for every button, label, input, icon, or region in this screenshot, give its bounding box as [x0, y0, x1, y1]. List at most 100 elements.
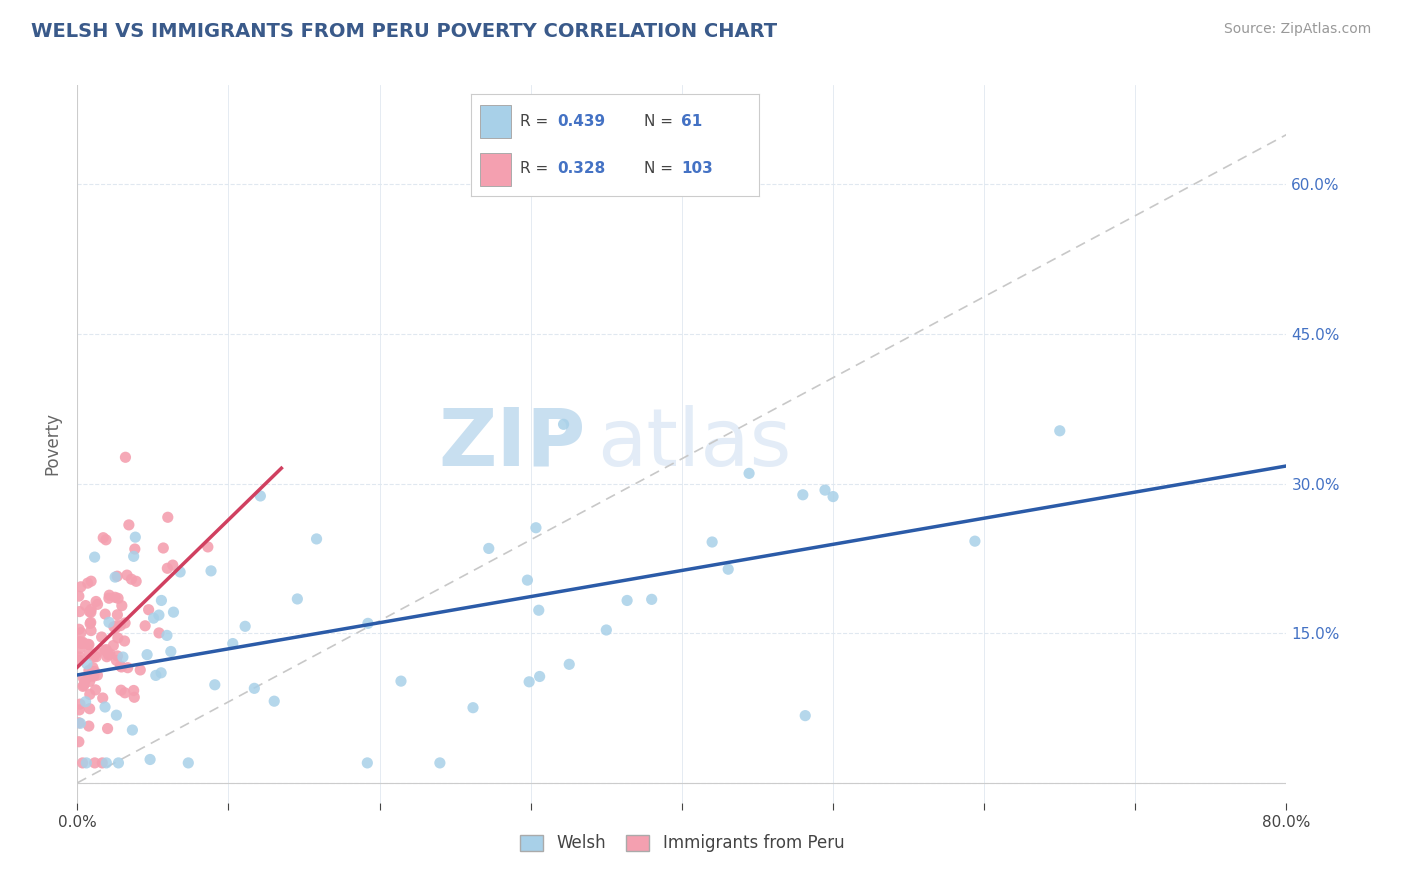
Point	[461, 700, 484, 714]
Point	[67, 649, 90, 664]
Point	[125, 574, 148, 589]
Point	[124, 690, 146, 705]
Point	[77, 670, 100, 684]
Point	[120, 572, 142, 586]
Point	[197, 540, 219, 554]
Point	[80, 574, 103, 589]
Point	[142, 611, 165, 625]
Point	[70, 625, 93, 640]
Point	[110, 618, 132, 632]
Point	[77, 664, 100, 678]
Y-axis label: Poverty: Poverty	[44, 412, 62, 475]
Point	[111, 650, 134, 665]
Text: atlas: atlas	[598, 405, 792, 483]
Point	[83, 649, 105, 664]
Text: 103: 103	[682, 161, 713, 176]
Point	[67, 715, 90, 730]
Point	[79, 605, 101, 619]
Point	[67, 589, 90, 603]
Point	[94, 533, 117, 547]
Point	[145, 668, 167, 682]
Point	[110, 683, 132, 698]
Point	[814, 483, 837, 497]
Point	[80, 615, 103, 630]
Point	[69, 580, 91, 594]
Point	[124, 530, 146, 544]
Point	[84, 594, 107, 608]
Point	[156, 510, 179, 524]
Point	[72, 635, 94, 649]
Point	[79, 674, 101, 689]
Point	[73, 674, 96, 689]
Point	[110, 659, 132, 673]
Point	[77, 638, 100, 652]
Point	[67, 735, 90, 749]
Point	[105, 618, 128, 632]
Point	[616, 593, 638, 607]
Point	[86, 646, 108, 660]
Point	[792, 488, 814, 502]
Point	[200, 564, 222, 578]
Text: R =: R =	[520, 114, 553, 128]
Point	[553, 417, 575, 432]
Legend: Welsh, Immigrants from Peru: Welsh, Immigrants from Peru	[513, 828, 851, 859]
Point	[821, 490, 844, 504]
Point	[122, 683, 145, 698]
Point	[67, 635, 90, 649]
Point	[117, 661, 139, 675]
Point	[204, 678, 226, 692]
Point	[107, 631, 129, 645]
Point	[76, 657, 98, 671]
Point	[80, 602, 103, 616]
Point	[82, 660, 104, 674]
Point	[105, 653, 128, 667]
Text: ZIP: ZIP	[437, 405, 585, 483]
Point	[96, 756, 118, 770]
Point	[717, 562, 740, 576]
Point	[139, 752, 162, 766]
Point	[702, 535, 724, 549]
Point	[75, 599, 97, 613]
Text: Source: ZipAtlas.com: Source: ZipAtlas.com	[1223, 22, 1371, 37]
Point	[94, 643, 117, 657]
Point	[104, 591, 127, 605]
Point	[356, 756, 378, 770]
Point	[83, 669, 105, 683]
Point	[75, 695, 97, 709]
Point	[389, 674, 412, 689]
Point	[114, 634, 136, 648]
Point	[285, 591, 308, 606]
Point	[136, 648, 159, 662]
Point	[121, 723, 143, 737]
Point	[84, 649, 107, 664]
Point	[79, 687, 101, 701]
Point	[73, 678, 96, 692]
Point	[641, 592, 664, 607]
Point	[80, 605, 103, 619]
Point	[98, 588, 121, 602]
Point	[595, 623, 617, 637]
Point	[134, 619, 156, 633]
Text: N =: N =	[644, 114, 678, 128]
Point	[76, 576, 98, 591]
Point	[83, 550, 105, 565]
Point	[67, 653, 90, 667]
Point	[69, 641, 91, 656]
Point	[148, 626, 170, 640]
Point	[107, 756, 129, 770]
Point	[124, 541, 146, 556]
Point	[104, 621, 127, 635]
Point	[233, 619, 256, 633]
Point	[91, 756, 114, 770]
Point	[794, 708, 817, 723]
Point	[558, 657, 581, 672]
Point	[160, 644, 183, 658]
Point	[97, 722, 120, 736]
Point	[150, 593, 173, 607]
Point	[152, 541, 174, 555]
Point	[67, 622, 90, 636]
Point	[98, 647, 121, 661]
Point	[70, 636, 93, 650]
Point	[162, 558, 184, 573]
Point	[94, 607, 117, 621]
